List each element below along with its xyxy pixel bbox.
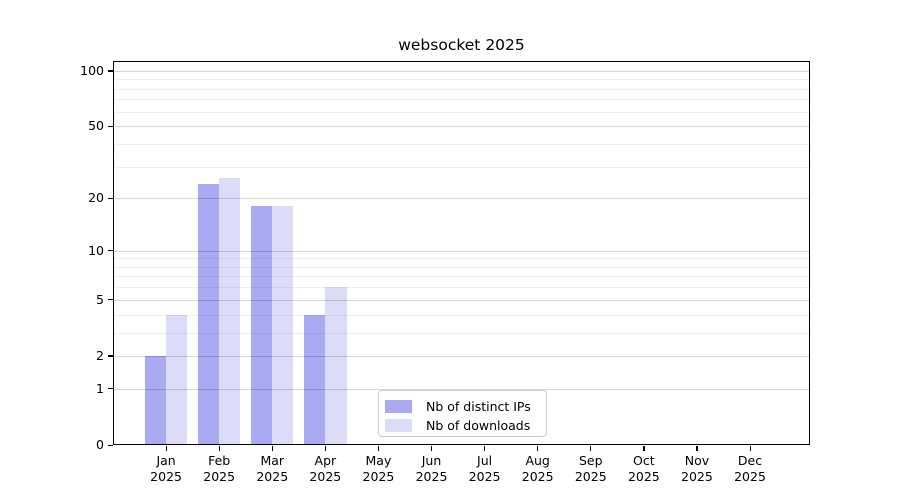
y-tick-label: 5	[96, 291, 104, 307]
bar-jan-downloads	[166, 314, 188, 444]
x-tick-mark	[696, 446, 698, 451]
x-tick-mark	[165, 446, 167, 451]
x-tick-label-oct: Oct 2025	[627, 453, 660, 484]
x-tick-label-apr: Apr 2025	[309, 453, 342, 484]
y-tick-mark	[108, 197, 113, 199]
bar-apr-downloads	[325, 287, 347, 444]
y-tick-label: 100	[80, 62, 104, 78]
x-tick-mark	[643, 446, 645, 451]
legend-label-downloads: Nb of downloads	[426, 417, 531, 433]
y-tick-label: 0	[96, 437, 104, 452]
bar-mar-downloads	[272, 206, 294, 444]
x-tick-mark	[218, 446, 220, 451]
x-tick-mark	[431, 446, 433, 451]
x-tick-label-dec: Dec 2025	[734, 453, 766, 484]
y-tick-label: 2	[96, 347, 104, 363]
y-tick-label: 50	[88, 118, 104, 134]
y-tick-mark	[108, 70, 113, 72]
legend: Nb of distinct IPs Nb of downloads	[378, 390, 547, 437]
x-tick-mark	[484, 446, 486, 451]
legend-swatch-distinct-ips	[385, 399, 412, 413]
bar-apr-distinct-ips	[304, 314, 326, 444]
x-tick-label-jan: Jan 2025	[150, 453, 182, 484]
x-tick-mark	[537, 446, 539, 451]
y-tick-mark	[108, 355, 113, 357]
y-tick-label: 20	[88, 190, 104, 206]
x-tick-mark	[749, 446, 751, 451]
x-tick-label-aug: Aug 2025	[521, 453, 554, 484]
legend-label-distinct-ips: Nb of distinct IPs	[426, 398, 531, 414]
x-tick-mark	[590, 446, 592, 451]
x-tick-label-feb: Feb 2025	[203, 453, 236, 484]
bar-jan-distinct-ips	[144, 355, 167, 444]
x-tick-label-may: May 2025	[362, 453, 395, 484]
x-tick-label-jun: Jun 2025	[415, 453, 448, 484]
y-tick-mark	[108, 388, 113, 390]
y-tick-mark	[108, 250, 113, 252]
y-tick-label: 10	[88, 242, 104, 258]
bar-feb-downloads	[219, 177, 241, 444]
x-tick-label-mar: Mar 2025	[256, 453, 289, 484]
y-tick-mark	[108, 299, 113, 301]
legend-row-distinct-ips: Nb of distinct IPs	[385, 397, 546, 415]
y-tick-label: 1	[96, 380, 104, 396]
bar-feb-distinct-ips	[197, 184, 220, 444]
legend-swatch-downloads	[385, 418, 412, 432]
y-tick-mark	[108, 444, 113, 446]
x-tick-label-nov: Nov 2025	[681, 453, 713, 484]
x-tick-label-sep: Sep 2025	[574, 453, 607, 484]
y-tick-mark	[108, 125, 113, 127]
x-tick-mark	[324, 446, 327, 451]
legend-row-downloads: Nb of downloads	[385, 416, 546, 434]
x-tick-mark	[271, 446, 273, 451]
bar-mar-distinct-ips	[251, 206, 273, 444]
x-tick-mark	[377, 446, 380, 451]
x-tick-label-jul: Jul 2025	[468, 453, 501, 484]
chart-title: websocket 2025	[398, 36, 525, 54]
